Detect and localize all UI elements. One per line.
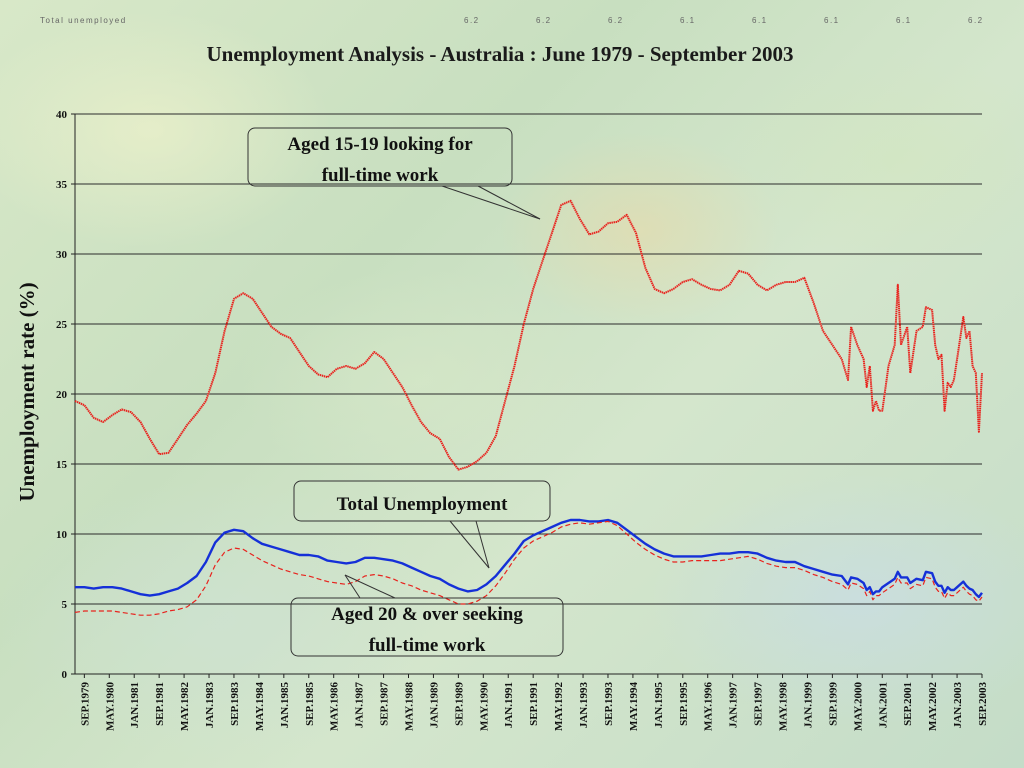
x-tick-label: JAN.1981 [129,682,141,728]
x-tick-label: JAN.1993 [578,682,590,729]
x-tick-label: SEP.1981 [154,682,166,726]
header-value: 6.1 [680,16,696,25]
x-tick-label: SEP.1997 [753,682,765,726]
y-axis-label: Unemployment rate (%) [15,282,39,501]
x-tick-label: MAY.1980 [104,682,116,732]
x-tick-label: JAN.1983 [204,682,216,729]
callout-leader [475,520,490,569]
callout-adult: Aged 20 & over seeking full-time work [290,574,564,657]
x-tick-label: SEP.1995 [678,682,690,726]
callout-box [290,597,564,657]
x-tick-label: JAN.1995 [653,682,665,729]
x-tick-label: SEP.1983 [229,682,241,726]
x-tick-label: JAN.2001 [877,682,889,728]
x-tick-label: MAY.1992 [553,682,565,732]
x-tick-label: SEP.2003 [977,682,989,726]
x-tick-label: MAY.1998 [778,682,790,732]
x-tick-label: MAY.1984 [254,682,266,732]
x-tick-label: JAN.1987 [354,682,366,729]
header-value: 6.1 [752,16,768,25]
x-tick-label: MAY.1986 [329,682,341,732]
x-tick-label: JAN.1985 [279,682,291,729]
x-tick-label: MAY.1990 [478,682,490,732]
x-tick-label: SEP.1987 [379,682,391,726]
x-tick-label: SEP.1991 [528,682,540,726]
y-tick-label: 30 [56,249,68,261]
header-value: 6.2 [968,16,984,25]
y-tick-label: 25 [56,319,68,331]
callout-box [247,127,513,187]
x-tick-label: JAN.1991 [503,682,515,728]
callout-box [293,480,551,522]
x-tick-label: SEP.2001 [902,682,914,726]
header-value-strip: Total unemployed 6.2 6.2 6.2 6.1 6.1 6.1… [40,14,990,28]
x-tick-label: SEP.1993 [603,682,615,726]
y-tick-label: 20 [56,389,68,401]
x-tick-label: SEP.1999 [827,682,839,726]
callout-line: full-time work [369,635,486,656]
y-tick-label: 35 [56,179,68,191]
x-tick-label: MAY.2002 [927,682,939,732]
y-tick-label: 15 [56,459,68,471]
callout-leader [344,574,361,599]
callout-leader [344,574,396,599]
series-line [75,518,983,599]
series-line [74,199,983,471]
callout-leader [441,185,541,220]
callout-leader [477,185,541,220]
series-line [74,520,983,616]
x-tick-label: SEP.1985 [304,682,316,726]
callout-line: Aged 15-19 looking for [287,134,473,155]
x-tick-label: JAN.1989 [428,682,440,729]
header-value: 6.2 [536,16,552,25]
x-tick-label: MAY.1982 [179,682,191,732]
y-tick-label: 5 [62,599,68,611]
callout-total: Total Unemployment [293,480,551,569]
header-value: 6.2 [464,16,480,25]
callout-line: Aged 20 & over seeking [331,604,523,625]
header-series-label: Total unemployed [40,16,127,25]
callout-line: Total Unemployment [337,494,509,515]
x-tick-label: SEP.1989 [453,682,465,726]
x-tick-label: MAY.1988 [404,682,416,732]
x-tick-label: SEP.1979 [79,682,91,726]
header-value: 6.1 [896,16,912,25]
x-tick-label: MAY.1996 [703,682,715,732]
callout-teen: Aged 15-19 looking for full-time work [247,127,541,220]
y-tick-label: 40 [56,109,68,121]
grid-layer [75,113,982,675]
series-layer [74,199,983,616]
header-value: 6.1 [824,16,840,25]
x-tick-label: MAY.2000 [852,682,864,732]
x-tick-label: JAN.1997 [728,682,740,729]
x-tick-label: JAN.1999 [802,682,814,729]
callout-line: full-time work [322,165,439,186]
x-tick-label: MAY.1994 [628,682,640,732]
y-tick-label: 0 [62,669,68,681]
chart-title: Unemployment Analysis - Australia : June… [206,42,794,66]
y-tick-label: 10 [56,529,68,541]
header-value: 6.2 [608,16,624,25]
callout-leader [449,520,490,569]
x-tick-label: JAN.2003 [952,682,964,729]
axis-layer: 0 5 10 15 20 25 30 35 40 SEP.1979 MAY.1980 JAN.1981… [56,109,989,731]
